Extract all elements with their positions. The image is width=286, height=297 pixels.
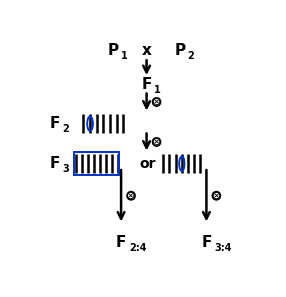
Text: F: F: [141, 77, 152, 92]
Text: x: x: [142, 43, 152, 58]
Text: F: F: [49, 156, 60, 171]
Text: P: P: [174, 43, 185, 58]
Text: ⊗: ⊗: [126, 191, 136, 201]
Text: 1: 1: [121, 50, 128, 61]
Text: 3:4: 3:4: [214, 243, 232, 253]
Text: 2: 2: [62, 124, 69, 134]
Text: 3: 3: [62, 164, 69, 174]
Text: or: or: [140, 157, 156, 171]
Circle shape: [127, 192, 135, 200]
Text: 2: 2: [188, 50, 194, 61]
Text: F: F: [116, 235, 126, 250]
Text: F: F: [201, 235, 212, 250]
Circle shape: [212, 192, 221, 200]
Text: 2:4: 2:4: [129, 243, 146, 253]
Text: ⊗: ⊗: [152, 137, 161, 147]
Circle shape: [152, 138, 160, 146]
Text: 1: 1: [154, 85, 161, 95]
Text: ⊗: ⊗: [152, 97, 161, 107]
Text: ⊗: ⊗: [212, 191, 221, 201]
Text: P: P: [108, 43, 119, 58]
Bar: [74, 152, 119, 175]
Text: F: F: [49, 116, 60, 131]
Circle shape: [152, 98, 160, 106]
